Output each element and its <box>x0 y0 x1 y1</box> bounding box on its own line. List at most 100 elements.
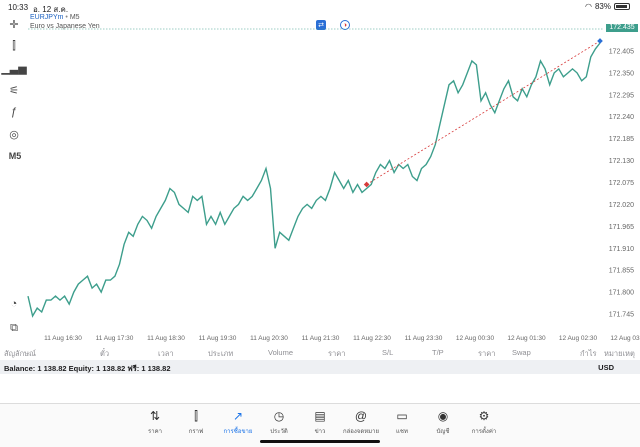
column-volume: Volume <box>268 348 294 357</box>
symbol-name: EURJPYm <box>30 14 64 21</box>
tab-label: ข่าว <box>314 429 326 435</box>
x-tick-label: 11 Aug 19:30 <box>199 335 237 342</box>
arrows-icon: ⇅ <box>149 409 161 423</box>
settings-icon: ⚙ <box>478 409 490 423</box>
y-tick-label: 172.240 <box>609 114 634 121</box>
symbol-description: Euro vs Japanese Yen <box>30 23 100 30</box>
tab-account[interactable]: ◉ บัญชี <box>425 408 461 436</box>
battery-percent: 83% <box>594 2 611 11</box>
trade-icon: ↗ <box>232 409 244 423</box>
account-icon: ◉ <box>437 409 449 423</box>
x-tick-label: 11 Aug 18:30 <box>147 335 185 342</box>
x-tick-label: 11 Aug 16:30 <box>44 335 82 342</box>
y-tick-label: 172.405 <box>609 48 634 55</box>
trade-close-marker <box>597 38 603 44</box>
one-click-trading-icon[interactable]: ◔ <box>10 298 18 310</box>
column-swap: Swap <box>512 348 531 357</box>
y-tick-label: 172.185 <box>609 136 634 143</box>
y-tick-label: 171.910 <box>609 246 634 253</box>
y-tick-label: 171.745 <box>609 312 634 319</box>
tab-chat[interactable]: ▭ แชท <box>384 408 420 436</box>
tab-settings[interactable]: ⚙ การตั้งค่า <box>466 408 502 436</box>
y-tick-label: 171.855 <box>609 268 634 275</box>
tab-trade[interactable]: ↗ การซื้อขาย <box>220 408 256 436</box>
shapes-icon[interactable]: ◎ <box>9 128 19 141</box>
left-toolbar: ✛ ⫿ ▁▃▅ ⚟ ƒ ◎ M5 ◔ ⧉ <box>0 14 28 344</box>
function-icon[interactable]: ƒ <box>10 106 18 118</box>
symbol-timeframe: M5 <box>69 14 80 21</box>
tab-label: ราคา <box>148 429 162 435</box>
history-icon: ◷ <box>273 409 285 423</box>
candles-icon: ⫿ <box>194 409 198 423</box>
trade-panel-icon[interactable]: ⧉ <box>10 321 18 334</box>
timeframe-button[interactable]: M5 <box>8 151 22 161</box>
x-tick-label: 12 Aug 02:30 <box>559 335 598 342</box>
y-tick-label: 171.965 <box>609 224 634 231</box>
status-date: อ. 12 ส.ค. <box>33 5 69 14</box>
indicators-icon[interactable]: ⚟ <box>9 84 19 97</box>
status-time: 10:33 <box>8 3 29 12</box>
tab-mailbox[interactable]: @ กล่องจดหมาย <box>343 408 379 436</box>
candles-icon[interactable]: ⫿ <box>12 39 16 52</box>
balance-text: Balance: 1 138.82 Equity: 1 138.82 ฟรี: … <box>4 364 171 373</box>
x-tick-label: 11 Aug 22:30 <box>353 335 391 342</box>
crosshair-icon[interactable]: ✛ <box>9 18 19 31</box>
y-tick-label: 172.130 <box>609 158 634 165</box>
mailbox-icon: @ <box>354 409 368 423</box>
x-tick-label: 12 Aug 01:30 <box>507 335 546 342</box>
status-bar: 10:33 อ. 12 ส.ค. ◠ 83% <box>0 0 640 14</box>
column-time: เวลา <box>158 349 174 358</box>
column-sl: S/L <box>382 348 394 357</box>
news-icon: ▤ <box>314 409 326 423</box>
tab-label: การซื้อขาย <box>223 429 253 435</box>
y-tick-label: 172.295 <box>609 92 634 99</box>
tab-chart[interactable]: ⫿ กราฟ <box>178 408 214 436</box>
home-indicator <box>260 440 380 443</box>
column-ticket: ตั๋ว <box>100 349 110 358</box>
bottom-tab-bar: ⇅ ราคา ⫿ กราฟ ↗ การซื้อขาย ◷ ประวัติ ▤ ข… <box>0 403 640 447</box>
tab-history[interactable]: ◷ ประวัติ <box>261 408 297 436</box>
x-tick-label: 12 Aug 00:30 <box>456 335 495 342</box>
column-current-price: ราคา <box>478 349 496 358</box>
y-tick-label: 172.350 <box>609 70 634 77</box>
chat-icon: ▭ <box>396 409 408 423</box>
x-tick-label: 12 Aug 03:30 <box>610 335 640 342</box>
bar-chart-icon[interactable]: ▁▃▅ <box>1 62 27 75</box>
column-type: ประเภท <box>208 349 234 358</box>
tab-label: แชท <box>396 429 408 435</box>
tab-quotes[interactable]: ⇅ ราคา <box>137 408 173 436</box>
x-tick-label: 11 Aug 23:30 <box>405 335 443 342</box>
tab-label: บัญชี <box>436 429 450 435</box>
column-comment: หมายเหตุ <box>604 349 635 358</box>
battery-icon <box>614 3 630 10</box>
balance-currency: USD <box>598 363 614 372</box>
status-right: ◠ 83% <box>585 2 630 11</box>
y-tick-label: 171.800 <box>609 290 634 297</box>
tab-news[interactable]: ▤ ข่าว <box>302 408 338 436</box>
current-price-tag: 172.435 <box>606 24 638 32</box>
symbol-separator: • <box>65 14 68 21</box>
tab-label: ประวัติ <box>270 429 288 435</box>
y-tick-label: 172.020 <box>609 202 634 209</box>
x-tick-label: 11 Aug 17:30 <box>96 335 134 342</box>
tab-label: กล่องจดหมาย <box>342 429 380 435</box>
symbol-title: EURJPYm • M5 <box>30 14 80 21</box>
x-tick-label: 11 Aug 20:30 <box>250 335 288 342</box>
balance-bar: Balance: 1 138.82 Equity: 1 138.82 ฟรี: … <box>0 360 640 374</box>
column-profit: กำไร <box>580 349 597 358</box>
tab-label: การตั้งค่า <box>471 429 497 435</box>
sell-button[interactable]: ⇄ <box>316 20 326 30</box>
x-tick-label: 11 Aug 21:30 <box>302 335 340 342</box>
wifi-icon: ◠ <box>585 2 592 11</box>
column-tp: T/P <box>432 348 444 357</box>
trade-dashed-line <box>366 40 601 185</box>
column-price: ราคา <box>328 349 346 358</box>
trade-table-header: สัญลักษณ์ ตั๋ว เวลา ประเภท Volume ราคา S… <box>0 346 640 360</box>
tab-label: กราฟ <box>188 429 204 435</box>
column-symbol: สัญลักษณ์ <box>4 349 37 358</box>
trade-open-marker <box>363 181 370 188</box>
buy-button[interactable]: ◑ <box>340 20 350 30</box>
y-tick-label: 172.075 <box>609 180 634 187</box>
price-series-line <box>27 42 601 318</box>
